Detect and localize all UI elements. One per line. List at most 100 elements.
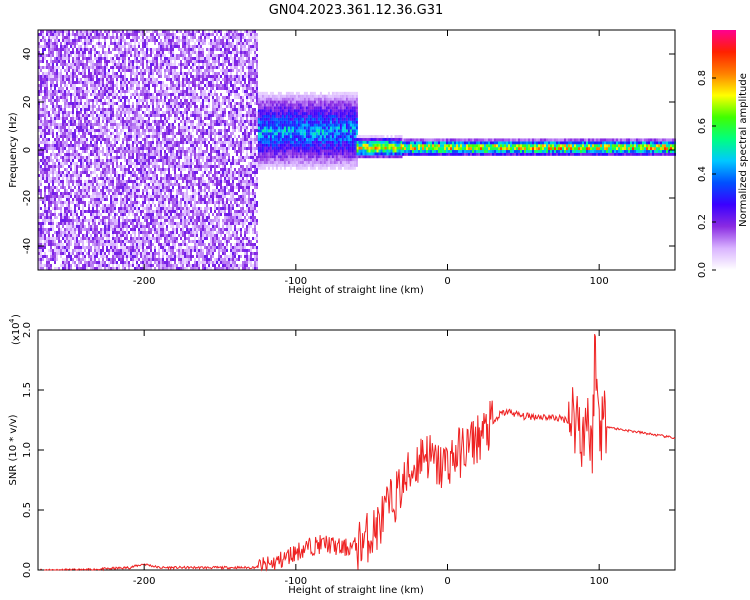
spectrogram-cell xyxy=(174,93,176,96)
spectrogram-cell xyxy=(164,96,166,99)
spectrogram-cell xyxy=(116,123,118,126)
spectrogram-cell xyxy=(102,126,104,129)
spectrogram-cell xyxy=(52,165,54,168)
spectrogram-cell xyxy=(40,141,42,144)
spectrogram-cell xyxy=(178,72,180,75)
spectrogram-cell xyxy=(128,168,130,171)
spectrogram-cell xyxy=(50,63,52,66)
spectrogram-cell xyxy=(68,60,70,63)
spectrogram-cell xyxy=(38,240,40,243)
spectrogram-cell xyxy=(144,132,146,135)
spectrogram-cell xyxy=(40,153,42,156)
spectrogram-cell xyxy=(174,72,176,75)
spectrogram-cell xyxy=(122,57,124,60)
spectrogram-cell xyxy=(58,141,60,144)
spectrogram-cell xyxy=(68,207,70,210)
spectrogram-cell xyxy=(162,261,164,264)
spectrogram-cell xyxy=(174,171,176,174)
spectrogram-cell xyxy=(58,54,60,57)
spectrogram-cell xyxy=(156,258,158,261)
spectrogram-cell xyxy=(120,105,122,108)
spectrogram-cell xyxy=(96,198,98,201)
spectrogram-cell xyxy=(172,135,174,138)
spectrogram-cell xyxy=(112,222,114,225)
spectrogram-cell xyxy=(78,51,80,54)
spectrogram-cell xyxy=(182,48,184,51)
spectrogram-cell xyxy=(62,183,64,186)
spectrogram-cell xyxy=(140,33,142,36)
spectrogram-cell xyxy=(46,96,48,99)
spectrogram-cell xyxy=(48,228,50,231)
spectrogram-cell xyxy=(48,63,50,66)
spectrogram-cell xyxy=(134,198,136,201)
spectrogram-cell xyxy=(112,132,114,135)
spectrogram-cell xyxy=(180,177,182,180)
spectrogram-cell xyxy=(184,96,186,99)
spectrogram-cell xyxy=(38,252,40,255)
spectrogram-cell xyxy=(130,192,132,195)
spectrogram-cell xyxy=(174,252,176,255)
spectrogram-cell xyxy=(56,48,58,51)
spectrogram-cell xyxy=(46,261,48,264)
spectrogram-cell xyxy=(160,156,162,159)
spectrogram-cell xyxy=(118,126,120,129)
spectrogram-cell xyxy=(110,189,112,192)
spectrogram-cell xyxy=(154,246,156,249)
spectrogram-cell xyxy=(122,168,124,171)
spectrogram-cell xyxy=(146,261,148,264)
spectrogram-cell xyxy=(38,213,40,216)
spectrogram-cell xyxy=(178,201,180,204)
spectrogram-cell xyxy=(146,102,148,105)
spectrogram-cell xyxy=(188,96,190,99)
spectrogram-cell xyxy=(44,72,46,75)
spectrogram-cell xyxy=(74,84,76,87)
spectrogram-cell xyxy=(134,162,136,165)
spectrogram-cell xyxy=(144,69,146,72)
spectrogram-cell xyxy=(152,225,154,228)
spectrogram-cell xyxy=(154,99,156,102)
spectrogram-cell xyxy=(164,219,166,222)
spectrogram-cell xyxy=(72,132,74,135)
spectrogram-cell xyxy=(156,189,158,192)
spectrogram-cell xyxy=(148,153,150,156)
spectrogram-cell xyxy=(132,174,134,177)
spectrogram-cell xyxy=(184,162,186,165)
spectrogram-cell xyxy=(70,243,72,246)
spectrogram-cell xyxy=(56,222,58,225)
spectrogram-cell xyxy=(144,171,146,174)
spectrogram-cell xyxy=(136,186,138,189)
spectrogram-cell xyxy=(184,63,186,66)
spectrogram-cell xyxy=(178,108,180,111)
spectrogram-cell xyxy=(156,162,158,165)
spectrogram-cell xyxy=(166,36,168,39)
spectrogram-cell xyxy=(128,129,130,132)
spectrogram-cell xyxy=(70,213,72,216)
spectrogram-cell xyxy=(156,216,158,219)
spectrogram-cell xyxy=(176,153,178,156)
spectrogram-cell xyxy=(38,258,40,261)
spectrogram-cell xyxy=(178,213,180,216)
spectrogram-cell xyxy=(172,258,174,261)
spectrogram-cell xyxy=(104,39,106,42)
spectrogram-cell xyxy=(134,183,136,186)
spectrogram-cell xyxy=(180,147,182,150)
spectrogram-cell xyxy=(70,120,72,123)
spectrogram-cell xyxy=(84,33,86,36)
spectrogram-cell xyxy=(176,255,178,258)
spectrogram-cell xyxy=(40,189,42,192)
spectrogram-cell xyxy=(134,90,136,93)
spectrogram-cell xyxy=(64,93,66,96)
spectrogram-cell xyxy=(98,93,100,96)
spectrogram-cell xyxy=(74,228,76,231)
spectrogram-cell xyxy=(46,216,48,219)
spectrogram-cell xyxy=(46,105,48,108)
spectrogram-cell xyxy=(84,165,86,168)
spectrogram-cell xyxy=(168,171,170,174)
spectrogram-cell xyxy=(152,72,154,75)
spectrogram-cell xyxy=(144,111,146,114)
spectrogram-cell xyxy=(42,246,44,249)
spectrogram-cell xyxy=(50,210,52,213)
spectrogram-cell xyxy=(172,225,174,228)
spectrogram-cell xyxy=(180,192,182,195)
spectrogram-cell xyxy=(144,183,146,186)
